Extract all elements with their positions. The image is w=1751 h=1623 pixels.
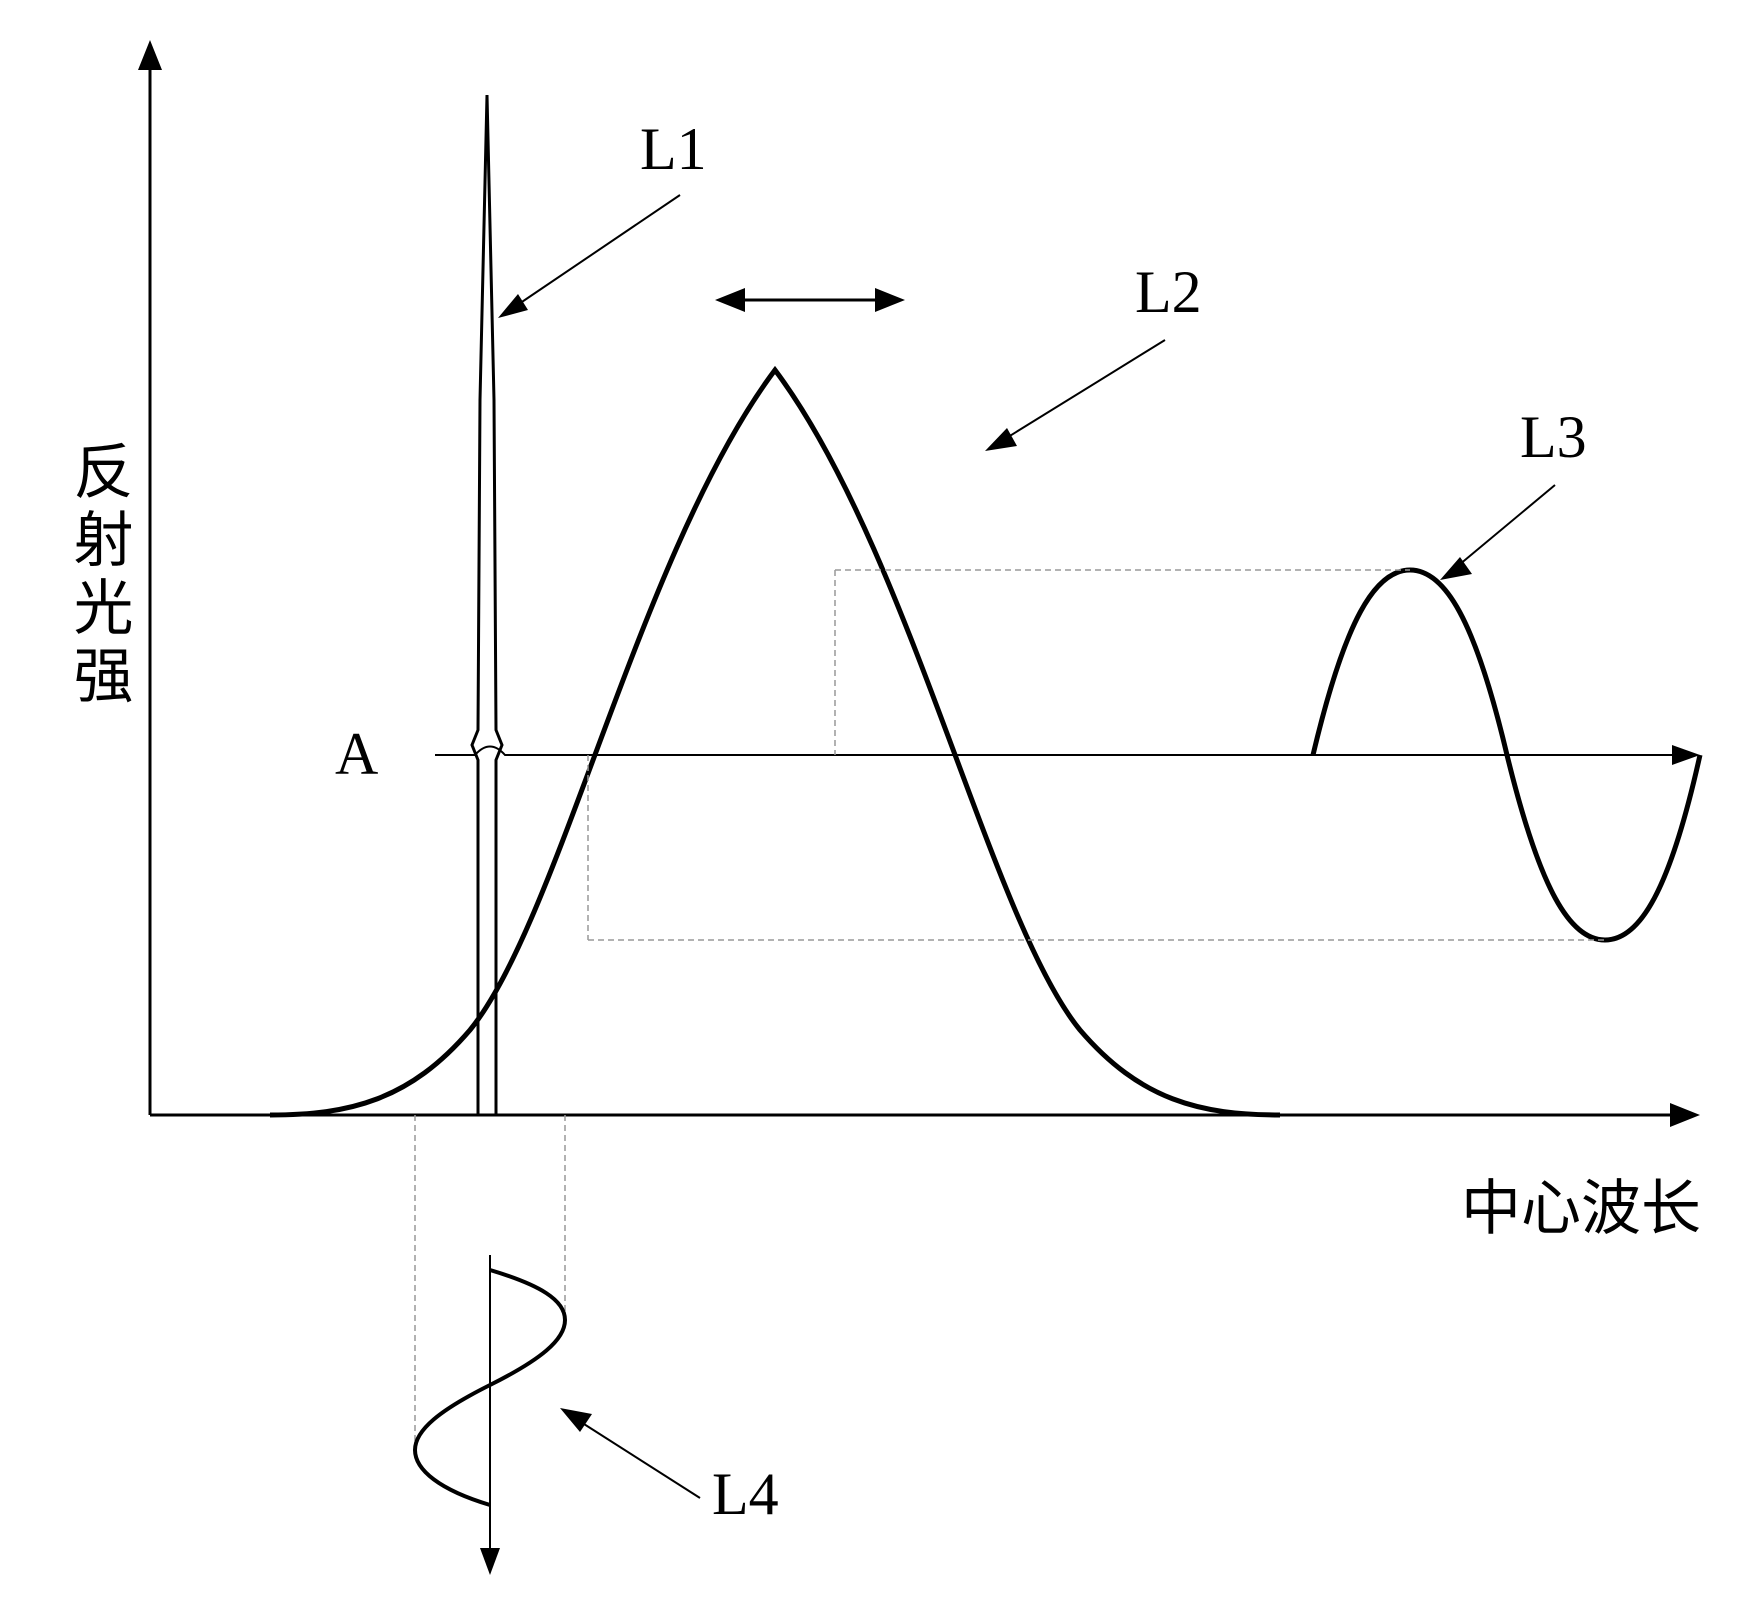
x-axis-label: 中心波长 (1461, 1160, 1701, 1247)
gaussian-curve-l2 (270, 370, 1280, 1115)
y-axis-arrow-icon (138, 40, 162, 70)
label-a: A (335, 720, 378, 789)
l4-axis-arrow-icon (480, 1548, 500, 1575)
narrow-peak-l1 (472, 95, 502, 1115)
leader-line-l3 (1453, 485, 1555, 570)
leader-arrow-l4-icon (560, 1408, 592, 1432)
x-axis-arrow-icon (1670, 1103, 1700, 1127)
diagram-svg (0, 0, 1751, 1623)
double-arrow-left-icon (715, 288, 745, 312)
label-l2: L2 (1135, 258, 1202, 327)
leader-arrow-l3-icon (1440, 557, 1472, 580)
leader-line-l2 (1000, 340, 1165, 442)
diagram-container: 反射光强 中心波长 A L1 L2 L3 L4 (0, 0, 1751, 1623)
a-axis-arrow-icon (1672, 745, 1700, 765)
label-l4: L4 (712, 1460, 779, 1529)
leader-arrow-l1-icon (498, 294, 528, 318)
leader-line-l1 (510, 195, 680, 310)
label-l3: L3 (1520, 403, 1587, 472)
a-axis-line (435, 747, 1690, 756)
label-l1: L1 (640, 115, 707, 184)
leader-arrow-l2-icon (985, 428, 1017, 451)
y-axis-label: 反射光强 (55, 440, 142, 712)
double-arrow-right-icon (875, 288, 905, 312)
leader-line-l4 (573, 1417, 700, 1498)
